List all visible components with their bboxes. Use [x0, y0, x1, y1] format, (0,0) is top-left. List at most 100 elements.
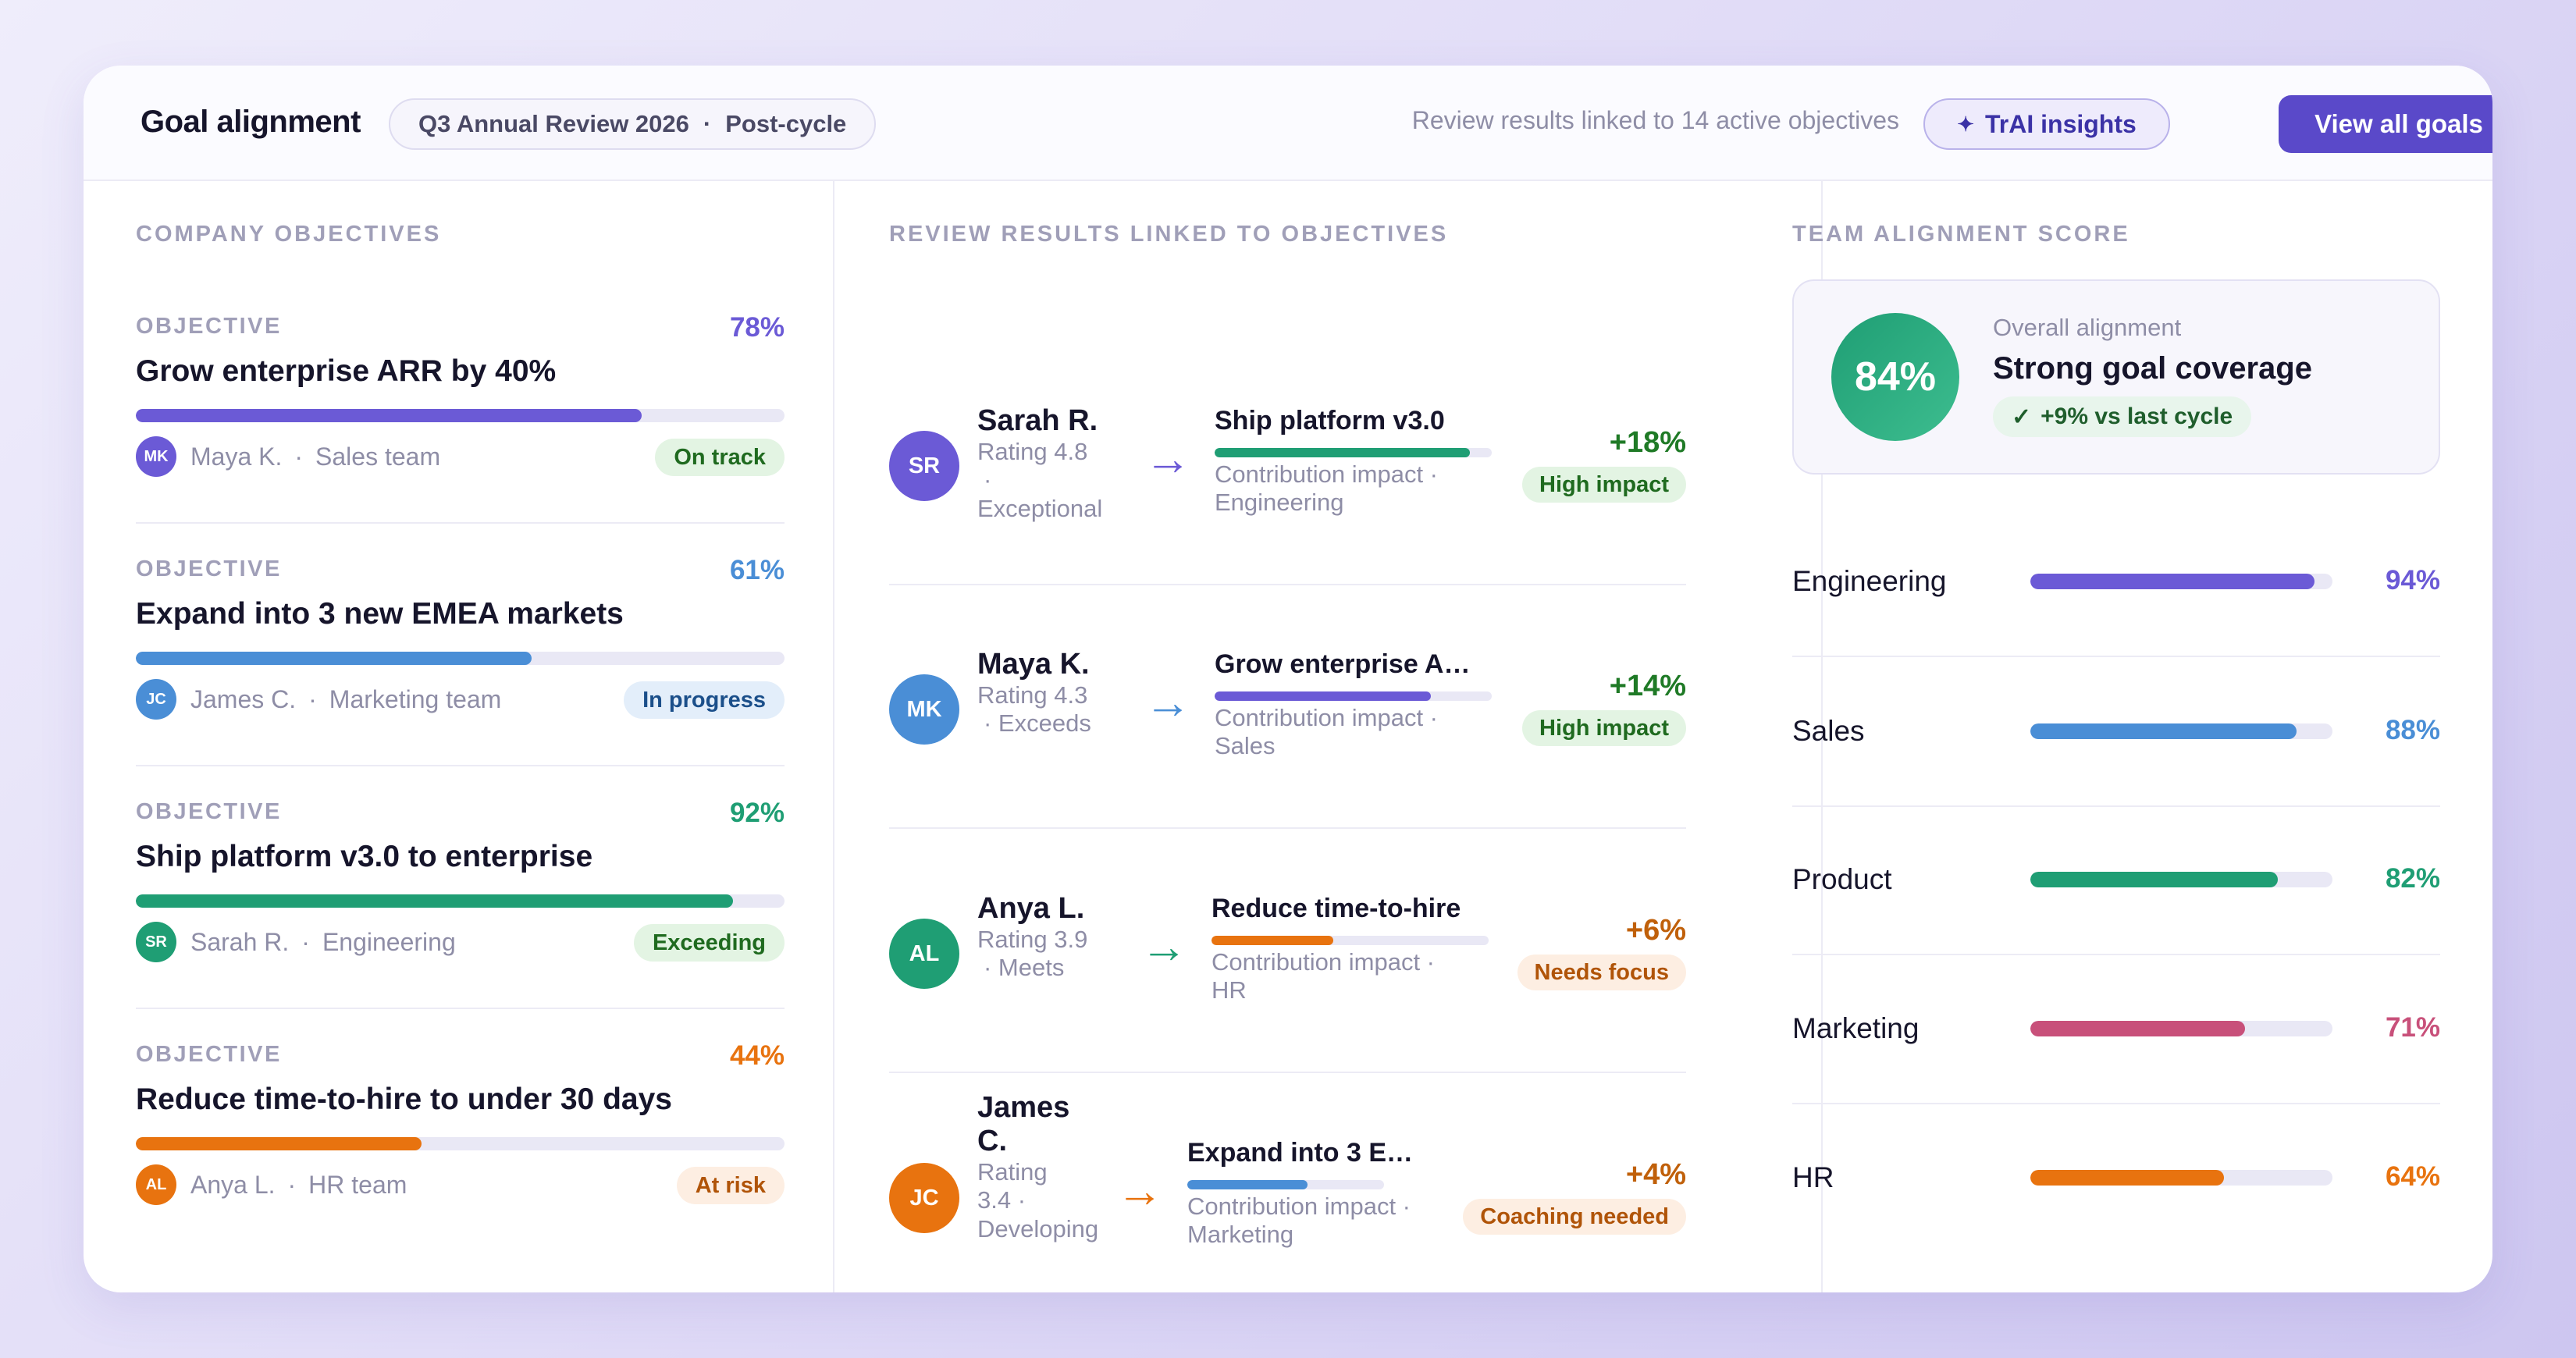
- impact-line: Contribution impact ·: [1215, 460, 1439, 488]
- impact-line: Contribution impact ·: [1187, 1193, 1411, 1220]
- owner-team: Sales team: [315, 443, 441, 471]
- impact-delta: +18%: [1609, 426, 1686, 459]
- objectives-section-title: COMPANY OBJECTIVES: [136, 222, 442, 247]
- overall-alignment-card: 84% Overall alignment Strong goal covera…: [1792, 279, 2440, 475]
- team-alignment-percent: 82%: [2385, 863, 2440, 894]
- linked-goal-title[interactable]: Expand into 3 E…: [1187, 1138, 1414, 1168]
- impact-badge: Needs focus: [1517, 955, 1686, 990]
- owner-team: Engineering: [322, 928, 456, 956]
- goal-progress-bar: [1215, 691, 1492, 701]
- impact-badge: Coaching needed: [1463, 1199, 1686, 1235]
- objective-owner: Anya L. · HR team: [190, 1171, 407, 1200]
- avatar: MK: [136, 436, 176, 477]
- linked-goal-title[interactable]: Ship platform v3.0: [1215, 406, 1445, 435]
- objective-divider: [136, 1008, 785, 1009]
- team-alignment-row[interactable]: Engineering 94%: [1792, 565, 2440, 713]
- view-all-goals-button[interactable]: View all goals: [2279, 95, 2492, 153]
- goal-progress-fill: [1212, 936, 1334, 945]
- objective-row[interactable]: OBJECTIVE 78% Grow enterprise ARR by 40% MK…: [136, 312, 785, 557]
- column-divider: [1821, 181, 1823, 1292]
- team-alignment-row[interactable]: HR 64%: [1792, 1161, 2440, 1292]
- rating-line: · Exceeds: [984, 709, 1091, 738]
- goal-progress-fill: [1215, 448, 1470, 457]
- team-name: Marketing: [1792, 1012, 1920, 1044]
- review-result-row[interactable]: JC James C. Rating 3.4 · Developing → Expand in…: [889, 1088, 1686, 1292]
- team-alignment-bar: [2030, 1021, 2332, 1036]
- sparkle-icon: ✦: [1957, 112, 1974, 136]
- team-alignment-row[interactable]: Marketing 71%: [1792, 1012, 2440, 1161]
- objective-label: OBJECTIVE: [136, 314, 282, 339]
- avatar: SR: [136, 922, 176, 962]
- reviewee-name-line: C.: [977, 1124, 1007, 1157]
- arrow-right-icon: →: [1140, 920, 1187, 972]
- team-divider: [1792, 805, 2440, 807]
- rating-line: Rating 4.3: [977, 681, 1088, 709]
- team-alignment-row[interactable]: Sales 88%: [1792, 715, 2440, 863]
- teams-section-title: TEAM ALIGNMENT SCORE: [1792, 222, 2130, 247]
- team-name: Sales: [1792, 715, 1865, 747]
- column-divider: [833, 181, 834, 1292]
- impact-line: Sales: [1215, 732, 1276, 760]
- owner-separator: ·: [301, 928, 310, 956]
- team-alignment-row[interactable]: Product 82%: [1792, 863, 2440, 1011]
- review-rating: Rating 4.8 · Exceptional: [977, 438, 1102, 523]
- team-alignment-fill: [2030, 872, 2279, 887]
- impact-line: Marketing: [1187, 1221, 1294, 1249]
- team-alignment-bar: [2030, 574, 2332, 589]
- impact-badge: High impact: [1522, 710, 1686, 746]
- objective-row[interactable]: OBJECTIVE 44% Reduce time-to-hire to under…: [136, 1040, 785, 1285]
- team-alignment-bar: [2030, 872, 2332, 887]
- alignment-delta: +9% vs last cycle: [2041, 403, 2233, 429]
- reviews-section-title: REVIEW RESULTS LINKED TO OBJECTIVES: [889, 222, 1449, 247]
- avatar: MK: [889, 674, 959, 745]
- objective-percent: 61%: [729, 555, 785, 585]
- review-result-row[interactable]: MK Maya K. Rating 4.3 · Exceeds → Grow enterp…: [889, 599, 1686, 843]
- owner-team: HR team: [308, 1171, 407, 1199]
- objective-divider: [136, 522, 785, 524]
- impact-badge: High impact: [1522, 467, 1686, 503]
- linked-objectives-note: Review results linked to 14 active objec…: [1411, 106, 1899, 134]
- objective-owner: Maya K. · Sales team: [190, 443, 440, 471]
- reviewee-name-line: James: [977, 1091, 1070, 1124]
- trai-insights-button[interactable]: ✦ TrAI insights: [1923, 98, 2170, 150]
- alignment-score-ring: 84%: [1831, 313, 1959, 441]
- team-alignment-bar: [2030, 723, 2332, 739]
- reviewee-name: Maya K.: [977, 648, 1090, 681]
- alignment-headline: Strong goal coverage: [1993, 351, 2312, 386]
- contribution-impact: Contribution impact · Sales: [1215, 704, 1438, 761]
- owner-name: Maya K.: [190, 443, 283, 471]
- goal-progress-bar: [1212, 936, 1489, 945]
- objective-percent: 92%: [729, 798, 785, 828]
- review-cycle-selector[interactable]: Q3 Annual Review 2026 · Post-cycle: [389, 98, 877, 150]
- rating-line: Rating 3.9: [977, 926, 1088, 953]
- arrow-right-icon: →: [1144, 432, 1191, 485]
- linked-goal-title[interactable]: Grow enterprise A…: [1215, 649, 1471, 679]
- cycle-phase: Post-cycle: [725, 110, 847, 137]
- goal-progress-fill: [1187, 1180, 1308, 1189]
- review-result-row[interactable]: SR Sarah R. Rating 4.8 · Exceptional → Ship pl…: [889, 356, 1686, 599]
- review-divider: [889, 1072, 1686, 1073]
- status-badge: Exceeding: [633, 924, 785, 962]
- team-name: Engineering: [1792, 565, 1947, 597]
- objective-percent: 78%: [729, 312, 785, 343]
- status-badge: At risk: [676, 1167, 785, 1204]
- reviewee-name-line: Sarah R.: [977, 404, 1098, 437]
- owner-name: Sarah R.: [190, 928, 290, 956]
- team-name: Product: [1792, 863, 1892, 895]
- objective-progress-fill: [136, 894, 733, 908]
- linked-goal-title[interactable]: Reduce time-to-hire: [1212, 894, 1461, 923]
- objective-progress-bar: [136, 409, 785, 422]
- objective-progress-bar: [136, 652, 785, 665]
- reviewee-name: James C.: [977, 1091, 1069, 1157]
- impact-delta: +14%: [1609, 670, 1686, 702]
- team-divider: [1792, 954, 2440, 955]
- objective-row[interactable]: OBJECTIVE 92% Ship platform v3.0 to enterp…: [136, 798, 785, 1043]
- objective-row[interactable]: OBJECTIVE 61% Expand into 3 new EMEA marke…: [136, 555, 785, 800]
- review-result-row[interactable]: AL Anya L. Rating 3.9 · Meets → Reduce time-t…: [889, 844, 1686, 1087]
- rating-line: Rating: [977, 1158, 1048, 1186]
- avatar: AL: [136, 1164, 176, 1205]
- arrow-right-icon: →: [1116, 1164, 1163, 1217]
- objective-title: Reduce time-to-hire to under 30 days: [136, 1082, 672, 1116]
- team-divider: [1792, 1103, 2440, 1104]
- arrow-right-icon: →: [1144, 676, 1191, 728]
